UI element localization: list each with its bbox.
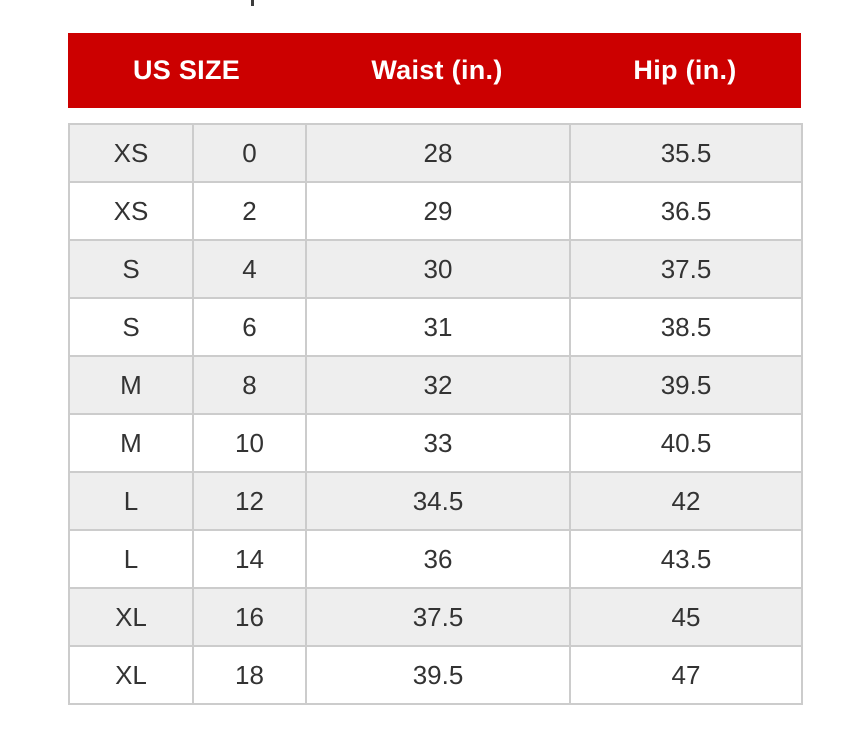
table-row: XL 18 39.5 47 <box>68 645 803 705</box>
table-row: XS 2 29 36.5 <box>68 181 803 241</box>
size-chart-header-row: US SIZE Waist (in.) Hip (in.) <box>68 33 801 108</box>
cell-size-letter: XL <box>68 587 194 647</box>
cell-size-number: 10 <box>192 413 307 473</box>
size-table-body: XS 0 28 35.5 XS 2 29 36.5 S 4 30 37.5 S … <box>68 123 803 705</box>
cell-size-number: 12 <box>192 471 307 531</box>
cell-hip-value: 43.5 <box>569 529 803 589</box>
cell-hip-value: 38.5 <box>569 297 803 357</box>
cell-waist-value: 36 <box>305 529 571 589</box>
cell-size-number: 18 <box>192 645 307 705</box>
cell-hip-value: 45 <box>569 587 803 647</box>
column-header-waist: Waist (in.) <box>371 55 503 85</box>
table-row: XL 16 37.5 45 <box>68 587 803 647</box>
table-row: L 12 34.5 42 <box>68 471 803 531</box>
cell-waist-value: 32 <box>305 355 571 415</box>
cell-size-letter: XS <box>68 181 194 241</box>
cell-waist-value: 28 <box>305 123 571 183</box>
cell-hip-value: 42 <box>569 471 803 531</box>
column-header-hip: Hip (in.) <box>633 55 737 85</box>
table-row: M 8 32 39.5 <box>68 355 803 415</box>
column-header-us-size: US SIZE <box>132 55 241 85</box>
cell-size-number: 6 <box>192 297 307 357</box>
cell-hip-value: 39.5 <box>569 355 803 415</box>
cell-hip-value: 40.5 <box>569 413 803 473</box>
cell-waist-value: 39.5 <box>305 645 571 705</box>
cell-hip-value: 47 <box>569 645 803 705</box>
size-table: XS 0 28 35.5 XS 2 29 36.5 S 4 30 37.5 S … <box>68 123 803 705</box>
cell-waist-value: 30 <box>305 239 571 299</box>
cell-size-letter: XL <box>68 645 194 705</box>
cell-waist-value: 31 <box>305 297 571 357</box>
cell-hip-value: 35.5 <box>569 123 803 183</box>
size-chart: US SIZE Waist (in.) Hip (in.) XS 0 28 35… <box>68 33 803 705</box>
cell-size-number: 0 <box>192 123 307 183</box>
table-row: XS 0 28 35.5 <box>68 123 803 183</box>
cell-size-letter: XS <box>68 123 194 183</box>
cell-waist-value: 37.5 <box>305 587 571 647</box>
cell-size-letter: S <box>68 297 194 357</box>
cell-size-number: 2 <box>192 181 307 241</box>
cell-hip-value: 37.5 <box>569 239 803 299</box>
cell-waist-value: 29 <box>305 181 571 241</box>
table-row: S 4 30 37.5 <box>68 239 803 299</box>
cell-size-number: 8 <box>192 355 307 415</box>
cell-waist-value: 34.5 <box>305 471 571 531</box>
cell-size-number: 16 <box>192 587 307 647</box>
cell-size-number: 14 <box>192 529 307 589</box>
cropped-glyph-fragment <box>251 0 254 6</box>
cell-hip-value: 36.5 <box>569 181 803 241</box>
cell-size-number: 4 <box>192 239 307 299</box>
cell-size-letter: L <box>68 471 194 531</box>
cell-size-letter: M <box>68 355 194 415</box>
table-row: M 10 33 40.5 <box>68 413 803 473</box>
table-row: S 6 31 38.5 <box>68 297 803 357</box>
cell-size-letter: S <box>68 239 194 299</box>
table-row: L 14 36 43.5 <box>68 529 803 589</box>
cell-waist-value: 33 <box>305 413 571 473</box>
cell-size-letter: L <box>68 529 194 589</box>
cell-size-letter: M <box>68 413 194 473</box>
